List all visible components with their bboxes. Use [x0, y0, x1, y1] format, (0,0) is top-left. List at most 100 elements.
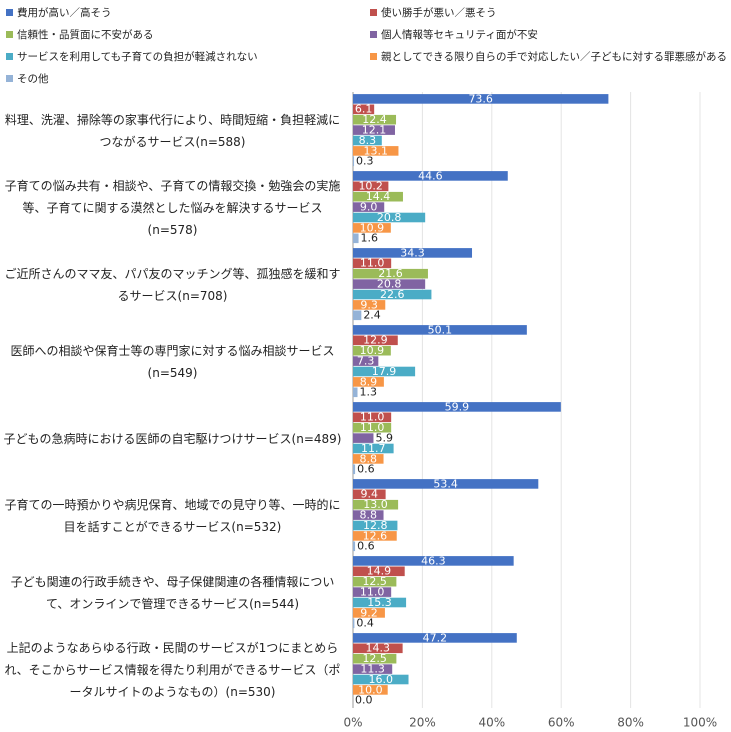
legend-item: 親としてできる限り自らの手で対応したい／子どもに対する罪悪感がある: [370, 49, 727, 64]
x-tick-label: 20%: [409, 716, 436, 730]
bar: [353, 114, 397, 125]
bar: [353, 289, 432, 300]
bar: [353, 633, 517, 643]
category-label: 子ども関連の行政手続きや、母子保健関連の各種情報について、オンラインで管理できる…: [10, 574, 335, 611]
legend-item: サービスを利用しても子育ての負担が軽減されない: [6, 49, 258, 64]
bar: [353, 433, 374, 443]
bar: [353, 608, 385, 618]
data-label: 0.3: [356, 155, 374, 168]
data-label: 10.9: [360, 344, 385, 357]
bar: [353, 366, 416, 377]
bar: [353, 94, 609, 104]
data-label: 46.3: [421, 554, 446, 567]
bar: [353, 212, 426, 223]
bar: [353, 258, 392, 269]
data-label: 11.0: [360, 421, 385, 434]
bar: [353, 191, 403, 202]
data-label: 8.8: [360, 452, 378, 465]
data-label: 10.2: [358, 180, 383, 193]
bar: [353, 345, 391, 356]
legend-item: 費用が高い／高そう: [6, 5, 112, 20]
category-label: 料理、洗濯、掃除等の家事代行により、時間短縮・負担軽減につながるサービス(n=5…: [4, 112, 341, 149]
x-tick-label: 60%: [548, 716, 575, 730]
bar: [353, 664, 393, 674]
data-label: 12.6: [363, 529, 388, 542]
data-label: 14.9: [367, 565, 392, 578]
data-label: 11.3: [360, 663, 385, 676]
bar: [353, 520, 398, 531]
bar: [353, 685, 388, 695]
bar: [353, 387, 358, 398]
bar: [353, 412, 392, 423]
data-label: 73.6: [468, 92, 493, 105]
x-tick-label: 40%: [478, 716, 505, 730]
bar: [353, 135, 382, 146]
data-label: 21.6: [378, 267, 403, 280]
bar: [353, 202, 385, 212]
data-label: 50.1: [428, 323, 453, 336]
data-label: 2.4: [363, 309, 381, 322]
bar: [353, 104, 375, 115]
data-label: 6.1: [355, 103, 373, 116]
data-label: 0.0: [355, 694, 373, 707]
legend-label: 個人情報等セキュリティ面が不安: [381, 29, 538, 41]
data-label: 0.6: [357, 540, 375, 553]
bar: [353, 597, 407, 608]
bar: [353, 325, 527, 335]
legend-label: サービスを利用しても子育ての負担が軽減されない: [17, 51, 258, 63]
legend-label: その他: [17, 73, 49, 85]
bar: [353, 335, 398, 346]
category-label: 子どもの急病時における医師の自宅駆けつけサービス(n=489): [3, 431, 342, 446]
bar: [353, 223, 391, 233]
data-label: 9.0: [360, 201, 378, 214]
data-label: 16.0: [369, 673, 394, 686]
data-label: 13.1: [363, 144, 388, 157]
legend-swatch: [6, 9, 13, 16]
legend-label: 信頼性・品質面に不安がある: [17, 29, 154, 41]
bar: [353, 402, 561, 412]
data-label: 1.3: [360, 386, 378, 399]
bar: [353, 541, 356, 552]
data-label: 12.5: [362, 575, 387, 588]
data-label: 5.9: [375, 432, 393, 445]
data-label: 10.0: [358, 683, 383, 696]
data-label: 17.9: [372, 365, 397, 378]
bar: [353, 618, 355, 629]
bar: [353, 587, 392, 597]
x-tick-label: 80%: [617, 716, 644, 730]
data-label: 22.6: [380, 288, 405, 301]
bar: [353, 377, 384, 387]
legend-item: その他: [6, 71, 49, 86]
bar: [353, 356, 379, 366]
data-label: 12.1: [362, 124, 387, 137]
legend-item: 信頼性・品質面に不安がある: [6, 27, 154, 42]
bar: [353, 464, 356, 475]
bar: [353, 643, 403, 654]
bar: [353, 510, 384, 520]
legend-label: 使い勝手が悪い／悪そう: [381, 7, 497, 19]
data-label: 12.9: [363, 334, 388, 347]
data-label: 11.7: [361, 442, 386, 455]
data-label: 12.5: [362, 652, 387, 665]
x-tick-label: 100%: [683, 716, 717, 730]
category-label: ご近所さんのママ友、パパ友のマッチング等、孤独感を緩和するサービス(n=708): [4, 266, 341, 303]
data-label: 47.2: [423, 631, 448, 644]
category-label: 医師への相談や保育士等の専門家に対する悩み相談サービス(n=549): [10, 343, 335, 380]
bar: [353, 454, 384, 464]
legend-swatch: [6, 75, 13, 82]
bar: [353, 479, 539, 489]
data-label: 59.9: [445, 400, 470, 413]
legend-label: 親としてできる限り自らの手で対応したい／子どもに対する罪悪感がある: [381, 51, 727, 63]
data-label: 20.8: [377, 211, 402, 224]
legend-label: 費用が高い／高そう: [17, 7, 112, 19]
bar: [353, 422, 392, 433]
data-label: 44.6: [418, 169, 443, 182]
data-label: 14.3: [366, 642, 391, 655]
bar: [353, 499, 399, 510]
data-label: 1.6: [361, 232, 379, 245]
legend-swatch: [370, 9, 377, 16]
category-label: 上記のようなあらゆる行政・民間のサービスが1つにまとめられ、そこからサービス情報…: [4, 640, 341, 699]
data-label: 11.0: [360, 586, 385, 599]
data-label: 9.4: [361, 488, 379, 501]
